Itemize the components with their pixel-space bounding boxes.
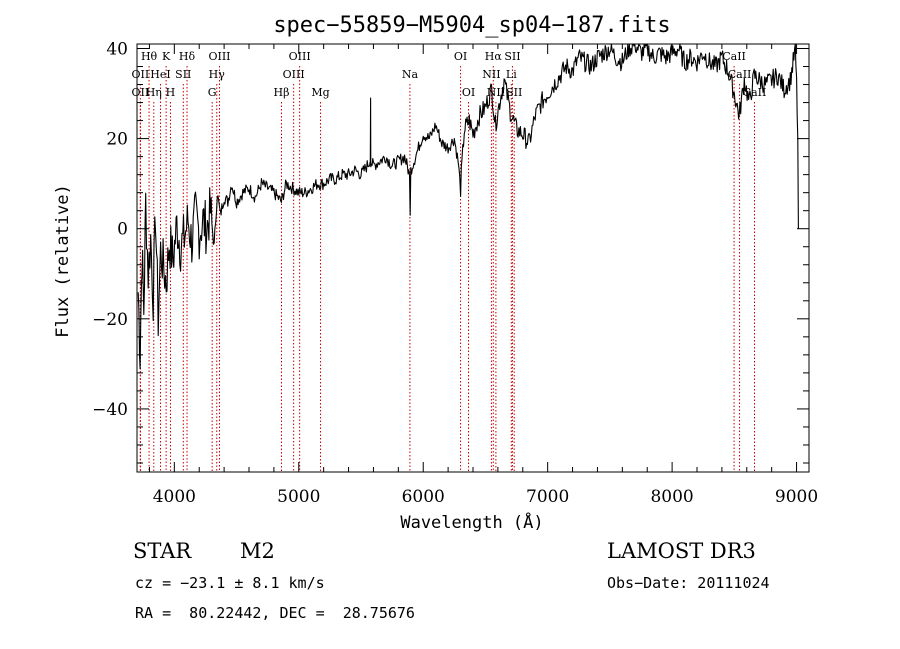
line-label-0: OII — [132, 86, 150, 99]
line-label-14: OIII — [283, 68, 305, 81]
object-subclass: M2 — [240, 539, 275, 563]
line-label-19: Hα — [485, 50, 503, 63]
emission-line-markers — [139, 66, 755, 472]
chart-title: spec−55859−M5904_sp04−187.fits — [273, 13, 670, 38]
coordinates: RA = 80.22442, DEC = 28.75676 — [135, 604, 415, 622]
redshift-cz: cz = −23.1 ± 8.1 km/s — [135, 574, 325, 592]
line-label-2: OII — [132, 68, 150, 81]
line-label-12: Hβ — [274, 86, 290, 99]
x-tick-labels: 4000 5000 6000 7000 8000 9000 — [153, 487, 818, 507]
y-tick-label--20: −20 — [92, 310, 128, 330]
line-label-15: Mg — [311, 86, 329, 99]
x-axis-label: Wavelength (Å) — [400, 511, 543, 533]
spectrum-line — [137, 43, 799, 370]
y-tick-labels: −40 −20 0 20 40 — [92, 40, 128, 420]
survey-name: LAMOST DR3 — [607, 539, 756, 563]
line-label-23: Li — [506, 68, 517, 81]
line-label-18: OI — [462, 86, 475, 99]
line-label-1: Hθ — [141, 50, 158, 63]
line-label-26: CaII — [728, 68, 752, 81]
line-label-7: SII — [175, 68, 191, 81]
x-tick-label-4000: 4000 — [153, 487, 196, 507]
line-label-24: SII — [506, 86, 522, 99]
x-tick-label-7000: 7000 — [526, 487, 569, 507]
x-tick-label-5000: 5000 — [277, 487, 320, 507]
y-tick-label-20: 20 — [106, 130, 128, 150]
y-tick-label--40: −40 — [92, 400, 128, 420]
object-class: STAR — [133, 539, 192, 563]
y-axis-label: Flux (relative) — [53, 184, 73, 338]
observation-date: Obs−Date: 20111024 — [607, 574, 770, 592]
line-label-11: G — [208, 86, 217, 99]
x-tick-label-9000: 9000 — [775, 487, 818, 507]
line-label-3: Hη — [146, 86, 162, 99]
line-label-22: SII — [504, 50, 520, 63]
line-label-8: Hδ — [179, 50, 196, 63]
x-tick-label-6000: 6000 — [402, 487, 445, 507]
line-label-9: OIII — [208, 50, 230, 63]
line-label-6: H — [166, 86, 176, 99]
plot-frame — [136, 43, 810, 473]
line-label-4: HeI — [150, 68, 170, 81]
line-label-25: CaII — [722, 50, 746, 63]
line-label-13: OIII — [289, 50, 311, 63]
y-tick-label-40: 40 — [106, 40, 128, 60]
line-label-17: OI — [454, 50, 467, 63]
axis-ticks — [137, 44, 809, 472]
line-label-20: NII — [482, 68, 500, 81]
line-label-16: Na — [402, 68, 419, 81]
y-tick-label-0: 0 — [117, 220, 128, 240]
line-label-10: Hγ — [209, 68, 226, 81]
x-tick-label-8000: 8000 — [650, 487, 693, 507]
line-label-5: K — [162, 50, 171, 63]
